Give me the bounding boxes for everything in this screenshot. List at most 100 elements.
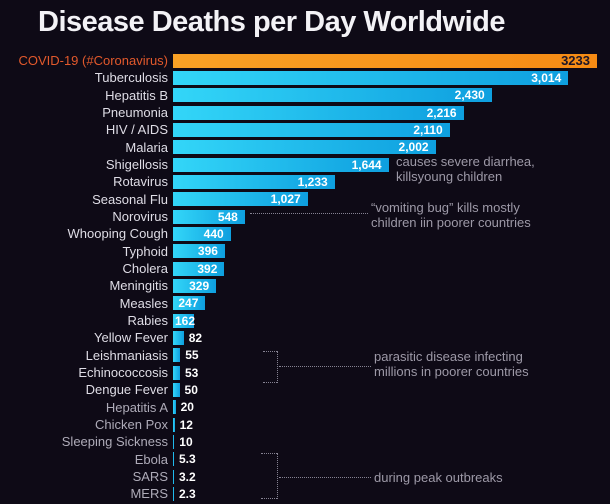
bar — [173, 209, 245, 224]
chart-row: Meningitis 329 — [0, 277, 610, 294]
disease-label: Echinococcosis — [78, 365, 168, 381]
bar-track: 10 — [173, 434, 597, 449]
bar-track: 1,027 — [173, 192, 597, 207]
bar-track: 2,216 — [173, 105, 597, 120]
dotted-bracket-tick — [261, 453, 277, 454]
bar-track: 82 — [173, 330, 597, 345]
annotation-line: children iin poorer countries — [371, 215, 531, 230]
bar-track: 1,233 — [173, 174, 597, 189]
disease-label: Measles — [119, 295, 168, 311]
disease-label: Pneumonia — [102, 105, 168, 121]
chart-row: Measles 247 — [0, 295, 610, 312]
bar — [173, 122, 450, 137]
bar-track: 2,110 — [173, 122, 597, 137]
dotted-bracket-tick — [261, 498, 277, 499]
chart-row: Leishmaniasis 55 — [0, 347, 610, 364]
chart-row: COVID-19 (#Coronavirus) 3233 — [0, 52, 610, 69]
chart-row: Echinococcosis 53 — [0, 364, 610, 381]
bar — [173, 261, 225, 276]
bar-track: 1,644 — [173, 157, 597, 172]
disease-label: Meningitis — [109, 278, 168, 294]
value-label: 396 — [197, 244, 218, 259]
value-label: 1,233 — [297, 174, 328, 189]
page-title: Disease Deaths per Day Worldwide — [38, 6, 505, 38]
chart-row: Sleeping Sickness 10 — [0, 433, 610, 450]
disease-label: Seasonal Flu — [92, 191, 168, 207]
dotted-bracket-line — [277, 453, 278, 499]
bar — [173, 157, 389, 172]
disease-label: Shigellosis — [105, 157, 168, 173]
annotation-line: millions in poorer countries — [374, 364, 529, 379]
value-label: 12 — [179, 417, 193, 432]
value-label: 5.3 — [179, 452, 196, 467]
value-label: 247 — [178, 296, 199, 311]
bar-track: 5.3 — [173, 452, 597, 467]
chart-row: Yellow Fever 82 — [0, 329, 610, 346]
bar — [173, 313, 195, 328]
value-label: 2,216 — [426, 105, 457, 120]
bar-track: 3.2 — [173, 469, 597, 484]
chart-row: Whooping Cough 440 — [0, 225, 610, 242]
disease-label: Sleeping Sickness — [61, 434, 168, 450]
annotation-line: “vomiting bug” kills mostly — [371, 200, 520, 215]
chart-row: Dengue Fever 50 — [0, 381, 610, 398]
chart-row: Tuberculosis 3,014 — [0, 69, 610, 86]
value-label: 53 — [184, 365, 199, 380]
value-label: 3233 — [561, 52, 590, 68]
bar — [173, 434, 175, 449]
bar — [173, 88, 492, 103]
bar — [173, 105, 464, 120]
value-label: 55 — [185, 348, 199, 363]
disease-label: Chicken Pox — [95, 417, 168, 433]
annotation-peak-outbreaks: during peak outbreaks — [374, 470, 503, 485]
disease-label: Yellow Fever — [94, 330, 168, 346]
bar-track: 162 — [173, 313, 597, 328]
value-label: 2,002 — [398, 140, 429, 155]
bar-chart: COVID-19 (#Coronavirus) 3233 Tuberculosi… — [0, 52, 610, 503]
disease-label: Whooping Cough — [67, 226, 168, 242]
value-label: 50 — [184, 382, 198, 397]
disease-label: MERS — [130, 486, 168, 502]
bar — [173, 226, 231, 241]
chart-row: Hepatitis A 20 — [0, 399, 610, 416]
dotted-connector — [279, 477, 371, 478]
disease-label: Tuberculosis — [94, 70, 168, 86]
bar — [173, 382, 180, 397]
bar — [173, 174, 335, 189]
bar — [173, 400, 176, 415]
annotation-line: during peak outbreaks — [374, 470, 503, 485]
chart-row: Cholera 392 — [0, 260, 610, 277]
bar-track: 53 — [173, 365, 597, 380]
disease-label: Rabies — [127, 313, 168, 329]
annotation-line: parasitic disease infecting — [374, 349, 523, 364]
chart-row: MERS 2.3 — [0, 485, 610, 502]
value-label: 2.3 — [179, 486, 196, 501]
disease-label: SARS — [132, 469, 168, 485]
disease-label: HIV / AIDS — [105, 122, 168, 138]
disease-label: Ebola — [134, 451, 168, 467]
dotted-bracket-line — [277, 351, 278, 383]
bar — [173, 296, 206, 311]
chart-row: Malaria 2,002 — [0, 139, 610, 156]
value-label: 1,644 — [351, 157, 382, 172]
dotted-bracket-tick — [263, 382, 277, 383]
bar-track: 20 — [173, 400, 597, 415]
dotted-connector — [279, 366, 371, 367]
value-label: 20 — [180, 400, 194, 415]
value-label: 392 — [197, 261, 218, 276]
bar — [173, 278, 217, 293]
disease-label: COVID-19 (#Coronavirus) — [18, 53, 168, 69]
chart-row: Pneumonia 2,216 — [0, 104, 610, 121]
chart-row: Chicken Pox 12 — [0, 416, 610, 433]
annotation-norovirus: “vomiting bug” kills mostly children iin… — [371, 200, 531, 230]
annotation-line: killsyoung children — [396, 169, 503, 184]
bar — [173, 469, 174, 484]
bar-track: 392 — [173, 261, 597, 276]
value-label: 548 — [217, 209, 238, 224]
bar-track: 12 — [173, 417, 597, 432]
disease-label: Malaria — [125, 139, 168, 155]
value-label: 82 — [188, 330, 203, 345]
value-label: 440 — [203, 226, 224, 241]
annotation-shigellosis: causes severe diarrhea, killsyoung child… — [396, 154, 535, 184]
disease-label: Hepatitis B — [105, 87, 168, 103]
